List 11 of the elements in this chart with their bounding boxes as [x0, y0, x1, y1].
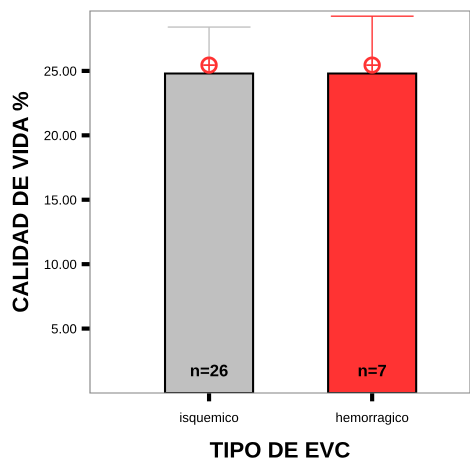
y-tick-label: 15.00 — [44, 195, 76, 205]
x-tick-label: hemorragico — [336, 412, 408, 425]
annotation: n=7 — [358, 364, 386, 376]
y-axis-title: CALIDAD DE VIDA % — [12, 92, 28, 312]
y-tick-label: 20.00 — [44, 130, 76, 140]
y-tick-label: 25.00 — [44, 66, 76, 76]
y-tick-label: 10.00 — [44, 260, 76, 270]
y-tick-label: 5.00 — [52, 324, 76, 334]
annotation: n=26 — [190, 364, 228, 376]
x-tick-label: isquemico — [180, 412, 238, 425]
x-axis-title: TIPO DE EVC — [210, 442, 350, 458]
